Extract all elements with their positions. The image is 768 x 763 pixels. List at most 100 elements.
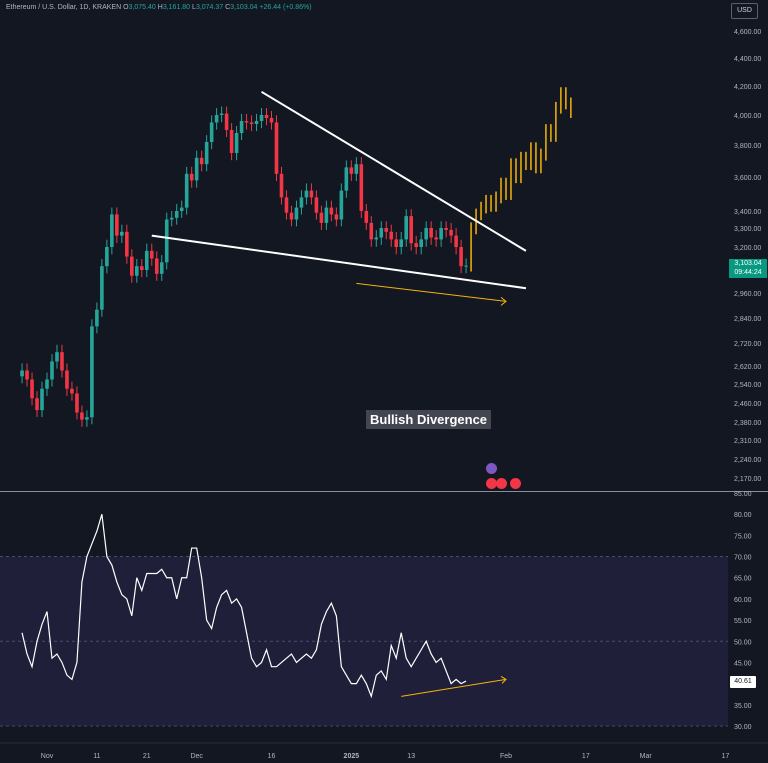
candle-body	[244, 121, 249, 123]
candle-body	[105, 247, 109, 267]
candle-body	[374, 237, 379, 240]
bullish-divergence-label[interactable]: Bullish Divergence	[366, 410, 492, 429]
candle-body	[139, 266, 144, 270]
time-tick-label: 11	[93, 753, 100, 760]
time-axis: Nov 11 21 Dec 16 2025 13 Feb 17 Mar 17	[41, 753, 730, 760]
price-tick-label: 3,800.00	[734, 143, 761, 150]
rsi-tick-label: 85.00	[734, 491, 752, 498]
economic-event-icon[interactable]	[496, 478, 507, 489]
price-tick-label: 2,240.00	[734, 457, 761, 464]
last-price-value: 3,103.04	[734, 260, 762, 267]
rsi-tick-label: 65.00	[734, 576, 752, 583]
price-tick-label: 3,200.00	[734, 245, 761, 252]
time-tick-label: 21	[143, 753, 151, 760]
candle-body	[80, 412, 84, 420]
candle-body	[369, 222, 374, 240]
time-tick-label: 2025	[344, 753, 360, 760]
candle-body	[394, 239, 399, 247]
rsi-divergence-arrowhead	[500, 675, 507, 684]
candle-body	[40, 388, 44, 411]
economic-event-icon[interactable]	[486, 478, 497, 489]
candle-body	[344, 167, 349, 191]
price-tick-label: 4,000.00	[734, 113, 761, 120]
last-price-tag: 3,103.04 09:44:24	[729, 259, 767, 278]
rsi-layer	[21, 514, 507, 699]
candle-body	[85, 417, 89, 420]
time-tick-label: Feb	[500, 753, 512, 760]
candle-body	[234, 133, 239, 153]
time-tick-label: 17	[722, 753, 730, 760]
price-tick-label: 2,460.00	[734, 401, 761, 408]
currency-button[interactable]: USD	[731, 3, 758, 19]
candle-body	[459, 247, 463, 267]
close-label: C	[225, 4, 231, 11]
candle-body	[294, 207, 299, 220]
candle-body	[319, 212, 324, 223]
price-tick-label: 3,600.00	[734, 175, 761, 182]
candle-body	[359, 164, 364, 211]
close-value: 3,103.04	[230, 4, 258, 11]
price-tick-label: 2,380.00	[734, 420, 761, 427]
economic-event-icon[interactable]	[510, 478, 521, 489]
candle-body	[304, 190, 309, 198]
candle-body	[204, 142, 209, 165]
candle-body	[404, 216, 409, 240]
candle-body	[349, 167, 354, 174]
candle-body	[149, 250, 154, 259]
rsi-tick-label: 70.00	[734, 555, 752, 562]
candle-body	[429, 228, 433, 238]
candle-body	[439, 228, 443, 240]
candle-body	[189, 173, 194, 181]
candle-body	[229, 130, 234, 153]
rsi-tick-label: 50.00	[734, 639, 752, 646]
candle-body	[454, 235, 458, 247]
rsi-tick-label: 80.00	[734, 512, 752, 519]
candle-body	[249, 122, 254, 124]
candle-body	[284, 197, 289, 213]
candle-body	[154, 258, 159, 274]
candle-body	[389, 231, 394, 240]
time-tick-label: Mar	[640, 753, 653, 760]
rsi-divergence-arrow	[401, 678, 507, 697]
high-label: H	[157, 4, 163, 11]
candle-body	[159, 262, 164, 274]
candle-body	[339, 190, 344, 220]
candles-layer	[20, 106, 468, 427]
price-divergence-arrow	[356, 282, 507, 302]
high-value: 3,161.80	[162, 4, 191, 11]
price-tick-label: 2,620.00	[734, 364, 761, 371]
candle-body	[115, 214, 119, 236]
candle-body	[194, 157, 199, 181]
candle-body	[35, 398, 39, 411]
rsi-band-layer	[0, 556, 728, 727]
change-value: +26.44 (+0.86%)	[259, 4, 312, 11]
low-value: 3,074.37	[195, 4, 224, 11]
candle-body	[414, 243, 418, 247]
rsi-tick-label: 75.00	[734, 533, 752, 540]
candle-body	[364, 211, 369, 223]
candle-body	[110, 214, 114, 247]
candle-body	[334, 214, 339, 220]
open-value: 3,075.40	[128, 4, 156, 11]
price-tick-label: 2,840.00	[734, 316, 761, 323]
candle-body	[254, 121, 259, 124]
candle-body	[100, 266, 104, 310]
dividend-event-icon[interactable]	[486, 463, 497, 474]
candle-body	[144, 250, 149, 270]
time-tick-label: Nov	[41, 753, 54, 760]
candle-body	[219, 113, 224, 115]
rsi-line	[21, 514, 467, 699]
candle-body	[464, 265, 468, 267]
time-tick-label: Dec	[190, 753, 203, 760]
candle-body	[409, 216, 414, 244]
grid-layer	[0, 491, 768, 744]
candle-body	[184, 173, 189, 208]
rsi-tick-label: 55.00	[734, 618, 752, 625]
candle-body	[50, 361, 54, 380]
candle-body	[25, 370, 29, 380]
candle-body	[65, 370, 69, 389]
rsi-tick-label: 60.00	[734, 597, 752, 604]
candle-body	[239, 121, 244, 133]
candle-body	[279, 173, 284, 198]
